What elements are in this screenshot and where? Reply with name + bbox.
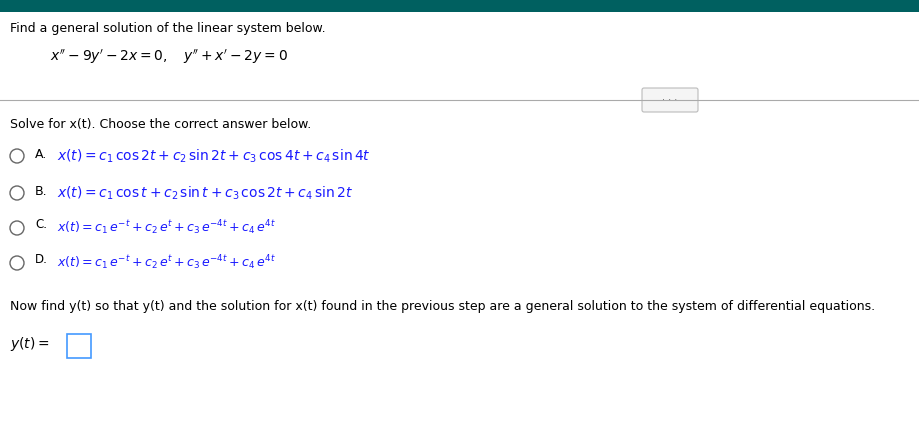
- Text: $x(t) = c_1\,\cos 2t + c_2\,\sin 2t + c_3\,\cos 4t + c_4\,\sin 4t$: $x(t) = c_1\,\cos 2t + c_2\,\sin 2t + c_…: [57, 148, 370, 165]
- Text: Now find y(t) so that y(t) and the solution for x(t) found in the previous step : Now find y(t) so that y(t) and the solut…: [10, 300, 874, 313]
- Text: $x(t) = c_1\,e^{-t} + c_2\,e^{t} + c_3\,e^{-4t} + c_4\,e^{4t}$: $x(t) = c_1\,e^{-t} + c_2\,e^{t} + c_3\,…: [57, 253, 276, 272]
- Text: $x(t) = c_1\,\cos t + c_2\,\sin t + c_3\,\cos 2t + c_4\,\sin 2t$: $x(t) = c_1\,\cos t + c_2\,\sin t + c_3\…: [57, 185, 353, 202]
- FancyBboxPatch shape: [67, 334, 91, 358]
- Text: $x'' - 9y' - 2x = 0, \quad y'' + x' - 2y = 0$: $x'' - 9y' - 2x = 0, \quad y'' + x' - 2y…: [50, 48, 288, 66]
- Text: Solve for x(t). Choose the correct answer below.: Solve for x(t). Choose the correct answe…: [10, 118, 311, 131]
- Text: A.: A.: [35, 148, 47, 161]
- Text: · · ·: · · ·: [662, 95, 677, 105]
- Text: Find a general solution of the linear system below.: Find a general solution of the linear sy…: [10, 22, 325, 35]
- Bar: [0, 0, 919, 12]
- Text: B.: B.: [35, 185, 48, 198]
- Text: $x(t) = c_1\,e^{-t} + c_2\,e^{t} + c_3\,e^{-4t} + c_4\,e^{4t}$: $x(t) = c_1\,e^{-t} + c_2\,e^{t} + c_3\,…: [57, 218, 276, 237]
- FancyBboxPatch shape: [641, 88, 698, 112]
- Text: $y(t) =$: $y(t) =$: [10, 335, 50, 353]
- Text: C.: C.: [35, 218, 47, 231]
- Text: D.: D.: [35, 253, 48, 266]
